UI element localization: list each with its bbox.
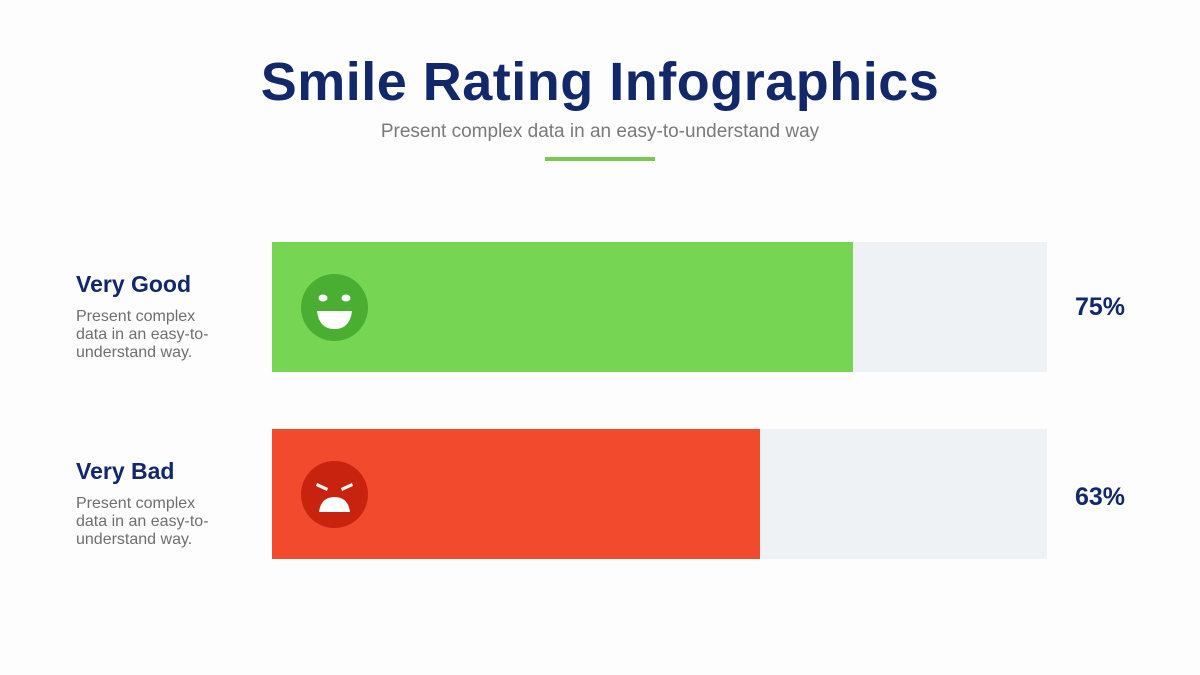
value-label-very-good: 75% (1074, 293, 1126, 321)
rating-description: Present complex data in an easy-to-under… (76, 308, 209, 361)
sad-face-icon (301, 461, 368, 528)
bar-track-very-bad (272, 429, 1047, 559)
rating-description: Present complex data in an easy-to-under… (76, 495, 209, 548)
page-subtitle: Present complex data in an easy-to-under… (380, 121, 820, 142)
rating-name: Very Bad (76, 458, 175, 484)
page-title: Smile Rating Infographics (260, 52, 940, 112)
bar-very-good (272, 242, 854, 372)
smiling-face-icon (301, 274, 368, 341)
bar-track-very-good (272, 242, 1047, 372)
rating-label-very-good: Very Good Present complex data in an eas… (76, 270, 256, 362)
rating-label-very-bad: Very Bad Present complex data in an easy… (76, 457, 256, 549)
title-underline (545, 157, 655, 161)
rating-name: Very Good (76, 271, 192, 297)
value-label-very-bad: 63% (1074, 483, 1126, 511)
